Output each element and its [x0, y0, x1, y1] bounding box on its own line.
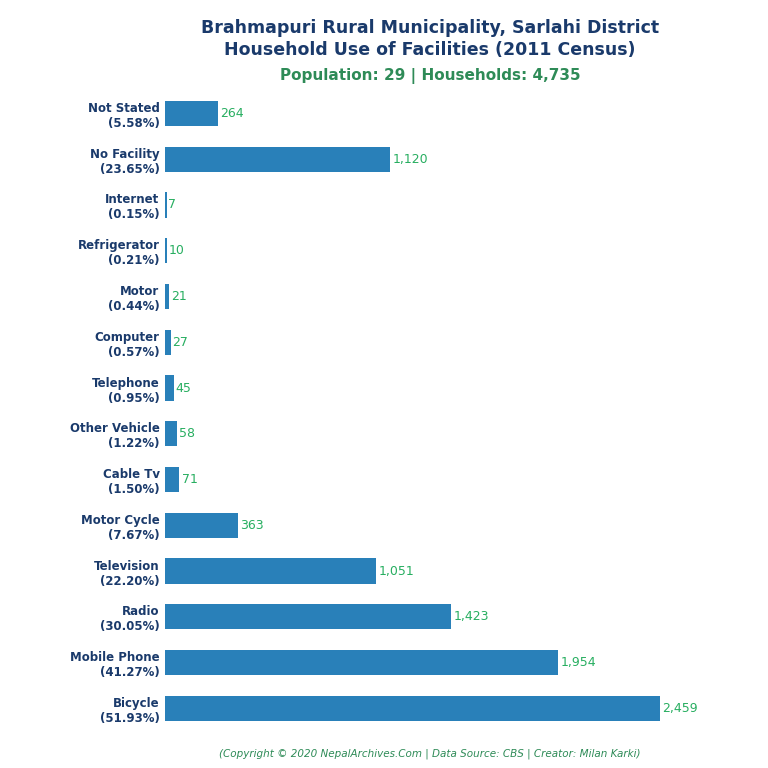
Bar — [165, 604, 452, 629]
Text: Household Use of Facilities (2011 Census): Household Use of Facilities (2011 Census… — [224, 41, 636, 58]
Text: 1,120: 1,120 — [392, 153, 429, 166]
Text: 2,459: 2,459 — [662, 702, 697, 715]
Bar — [165, 193, 167, 217]
Text: Population: 29 | Households: 4,735: Population: 29 | Households: 4,735 — [280, 68, 581, 84]
Text: 1,423: 1,423 — [454, 611, 489, 624]
Bar — [165, 513, 238, 538]
Text: 10: 10 — [169, 244, 184, 257]
Text: 1,051: 1,051 — [379, 564, 415, 578]
Text: 264: 264 — [220, 107, 244, 120]
Bar — [165, 376, 174, 401]
Text: 45: 45 — [176, 382, 192, 395]
Text: 21: 21 — [171, 290, 187, 303]
Text: Brahmapuri Rural Municipality, Sarlahi District: Brahmapuri Rural Municipality, Sarlahi D… — [201, 19, 659, 37]
Bar — [165, 467, 180, 492]
Text: 1,954: 1,954 — [561, 656, 596, 669]
Text: 363: 363 — [240, 518, 264, 531]
Bar — [165, 101, 218, 126]
Bar — [165, 421, 177, 446]
Text: 7: 7 — [168, 198, 176, 211]
Text: (Copyright © 2020 NepalArchives.Com | Data Source: CBS | Creator: Milan Karki): (Copyright © 2020 NepalArchives.Com | Da… — [220, 748, 641, 759]
Bar — [165, 147, 390, 172]
Text: 58: 58 — [179, 427, 195, 440]
Bar — [165, 696, 660, 721]
Text: 27: 27 — [172, 336, 188, 349]
Text: 71: 71 — [182, 473, 197, 486]
Bar — [165, 558, 376, 584]
Bar — [165, 650, 558, 675]
Bar — [165, 329, 170, 355]
Bar — [165, 284, 169, 309]
Bar — [165, 238, 167, 263]
